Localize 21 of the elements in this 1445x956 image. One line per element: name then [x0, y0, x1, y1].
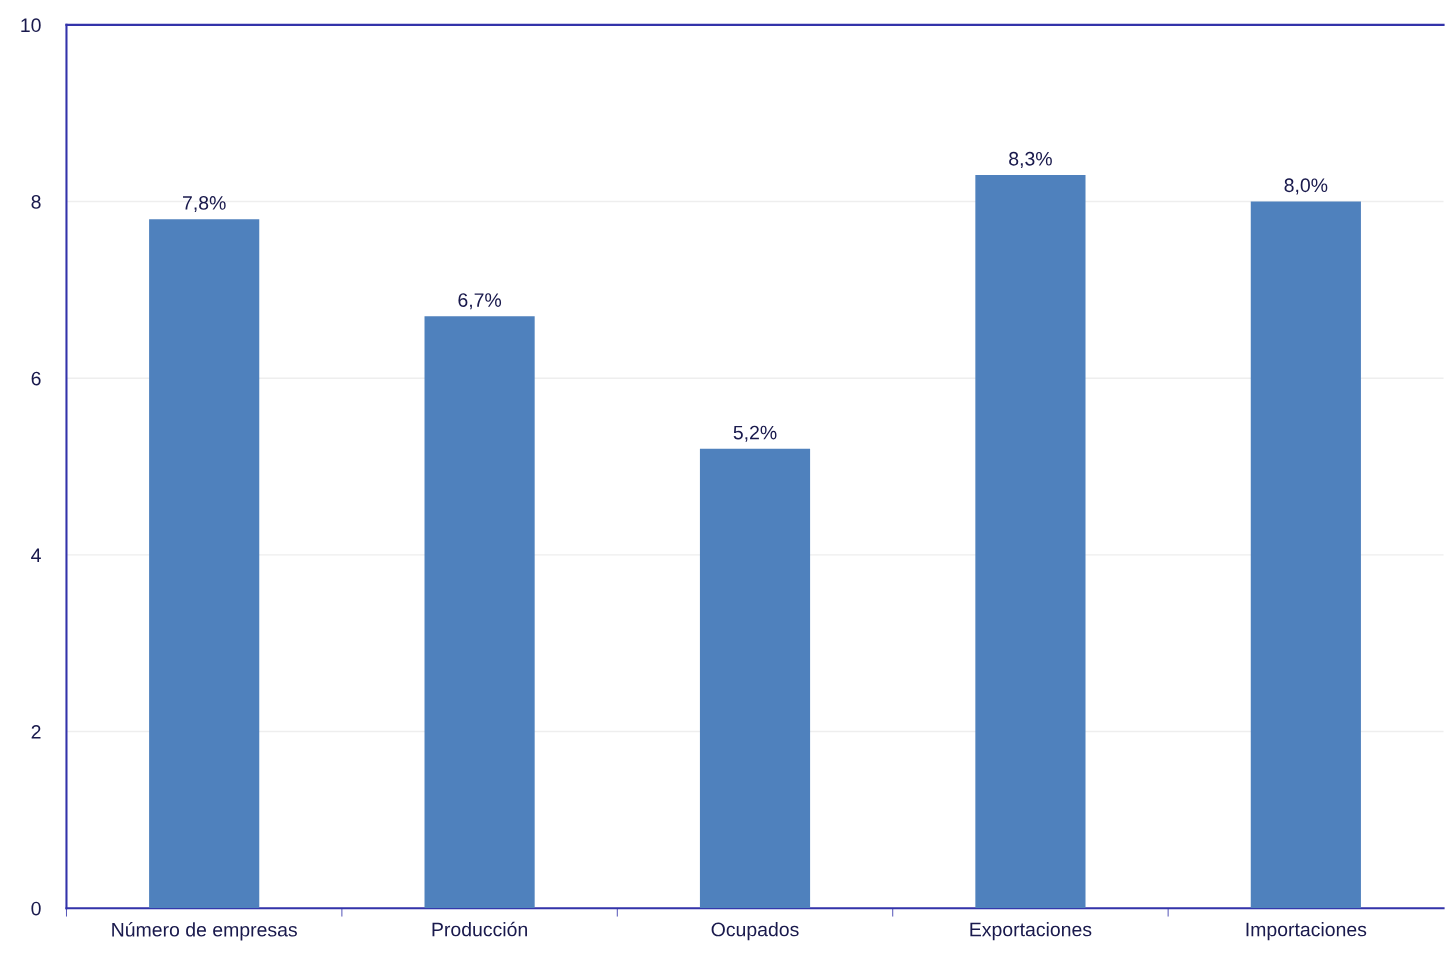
data-label: 7,8%: [183, 196, 226, 213]
y-tick-label: 8: [31, 194, 41, 209]
bar: [699, 448, 811, 909]
y-tick-label: 0: [31, 901, 41, 916]
bar: [1250, 201, 1361, 909]
data-label: 8,3%: [1009, 151, 1052, 168]
x-tick-label: Producción: [432, 921, 527, 937]
y-tick-label: 2: [31, 725, 41, 739]
x-tick-label: Ocupados: [711, 922, 799, 941]
bar: [424, 316, 535, 909]
data-label: 5,2%: [733, 425, 777, 442]
x-tick-label: Número de empresas: [112, 922, 297, 941]
bar: [149, 219, 260, 909]
data-label: 8,0%: [1284, 178, 1328, 195]
bar: [975, 175, 1086, 909]
y-tick-label: 6: [31, 371, 41, 386]
x-tick-label: Exportaciones: [970, 922, 1092, 941]
y-tick-label: 10: [21, 18, 41, 33]
x-tick-label: Importaciones: [1246, 922, 1367, 941]
y-tick-label: 4: [31, 548, 41, 562]
data-label: 6,7%: [458, 293, 502, 310]
